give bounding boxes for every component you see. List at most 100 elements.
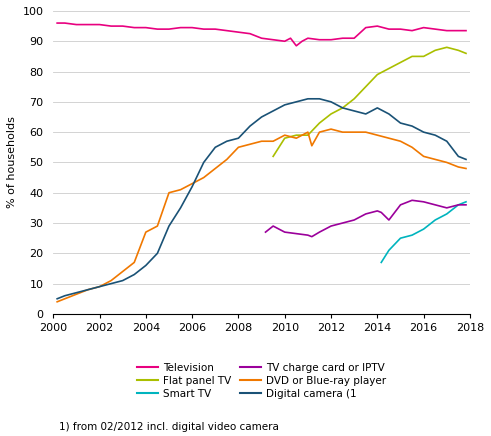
DVD or Blue-ray player <box>143 229 149 235</box>
DVD or Blue-ray player <box>305 129 311 135</box>
Digital camera (1 <box>143 263 149 268</box>
DVD or Blue-ray player <box>178 187 184 192</box>
TV charge card or IPTV <box>340 221 346 226</box>
Line: DVD or Blue-ray player: DVD or Blue-ray player <box>57 129 466 302</box>
DVD or Blue-ray player <box>398 139 404 144</box>
Digital camera (1 <box>363 111 369 116</box>
Smart TV <box>386 248 392 253</box>
DVD or Blue-ray player <box>317 129 323 135</box>
Television <box>247 31 253 36</box>
Digital camera (1 <box>351 108 357 113</box>
TV charge card or IPTV <box>432 202 438 208</box>
Digital camera (1 <box>259 114 265 119</box>
TV charge card or IPTV <box>444 205 450 211</box>
Digital camera (1 <box>317 96 323 102</box>
Digital camera (1 <box>108 281 114 286</box>
Smart TV <box>379 260 384 265</box>
Television <box>340 36 346 41</box>
DVD or Blue-ray player <box>247 142 253 147</box>
Digital camera (1 <box>131 272 137 277</box>
Flat panel TV <box>374 72 380 77</box>
Television <box>409 28 415 33</box>
DVD or Blue-ray player <box>212 166 218 171</box>
DVD or Blue-ray player <box>224 157 230 162</box>
DVD or Blue-ray player <box>131 260 137 265</box>
Digital camera (1 <box>374 105 380 110</box>
DVD or Blue-ray player <box>108 278 114 283</box>
TV charge card or IPTV <box>398 202 404 208</box>
Flat panel TV <box>456 48 462 53</box>
DVD or Blue-ray player <box>120 269 126 274</box>
DVD or Blue-ray player <box>155 223 161 228</box>
TV charge card or IPTV <box>282 229 288 235</box>
Legend: Television, Flat panel TV, Smart TV, TV charge card or IPTV, DVD or Blue-ray pla: Television, Flat panel TV, Smart TV, TV … <box>133 358 390 403</box>
Digital camera (1 <box>444 139 450 144</box>
Line: TV charge card or IPTV: TV charge card or IPTV <box>266 200 466 237</box>
Flat panel TV <box>463 51 469 56</box>
Television <box>363 25 369 30</box>
Television <box>305 36 311 41</box>
TV charge card or IPTV <box>309 234 315 239</box>
DVD or Blue-ray player <box>74 292 80 297</box>
DVD or Blue-ray player <box>363 129 369 135</box>
Flat panel TV <box>317 120 323 126</box>
Digital camera (1 <box>328 99 334 105</box>
Digital camera (1 <box>178 205 184 211</box>
DVD or Blue-ray player <box>189 181 195 186</box>
Line: Smart TV: Smart TV <box>382 202 466 262</box>
DVD or Blue-ray player <box>351 129 357 135</box>
Line: Digital camera (1: Digital camera (1 <box>57 99 466 299</box>
Television <box>143 25 149 30</box>
Television <box>54 20 60 26</box>
Smart TV <box>444 211 450 217</box>
DVD or Blue-ray player <box>54 299 60 304</box>
Television <box>293 43 299 48</box>
TV charge card or IPTV <box>374 208 380 214</box>
Television <box>236 30 242 35</box>
Television <box>299 39 305 44</box>
TV charge card or IPTV <box>409 198 415 203</box>
TV charge card or IPTV <box>386 218 392 223</box>
DVD or Blue-ray player <box>328 126 334 132</box>
TV charge card or IPTV <box>379 210 384 215</box>
Flat panel TV <box>293 133 299 138</box>
Digital camera (1 <box>340 105 346 110</box>
Digital camera (1 <box>224 139 230 144</box>
Digital camera (1 <box>212 145 218 150</box>
TV charge card or IPTV <box>363 211 369 217</box>
Flat panel TV <box>270 154 276 159</box>
Television <box>201 27 207 32</box>
Television <box>178 25 184 30</box>
Television <box>398 27 404 32</box>
Television <box>97 22 103 27</box>
Line: Flat panel TV: Flat panel TV <box>273 47 466 157</box>
DVD or Blue-ray player <box>85 287 91 292</box>
Television <box>108 24 114 29</box>
Digital camera (1 <box>463 157 469 162</box>
TV charge card or IPTV <box>305 232 311 238</box>
Flat panel TV <box>363 84 369 89</box>
Television <box>212 27 218 32</box>
Digital camera (1 <box>97 284 103 289</box>
DVD or Blue-ray player <box>463 166 469 171</box>
Television <box>120 24 126 29</box>
Flat panel TV <box>282 136 288 141</box>
DVD or Blue-ray player <box>259 139 265 144</box>
Smart TV <box>421 226 427 232</box>
Digital camera (1 <box>386 111 392 116</box>
Flat panel TV <box>305 133 311 138</box>
TV charge card or IPTV <box>270 223 276 228</box>
Flat panel TV <box>409 54 415 59</box>
Flat panel TV <box>328 111 334 116</box>
Digital camera (1 <box>305 96 311 102</box>
Television <box>259 36 265 41</box>
Digital camera (1 <box>409 123 415 129</box>
DVD or Blue-ray player <box>374 133 380 138</box>
Flat panel TV <box>340 105 346 110</box>
Smart TV <box>432 218 438 223</box>
Television <box>155 27 161 32</box>
DVD or Blue-ray player <box>309 143 315 148</box>
TV charge card or IPTV <box>463 202 469 208</box>
Smart TV <box>409 232 415 238</box>
Television <box>432 27 438 32</box>
